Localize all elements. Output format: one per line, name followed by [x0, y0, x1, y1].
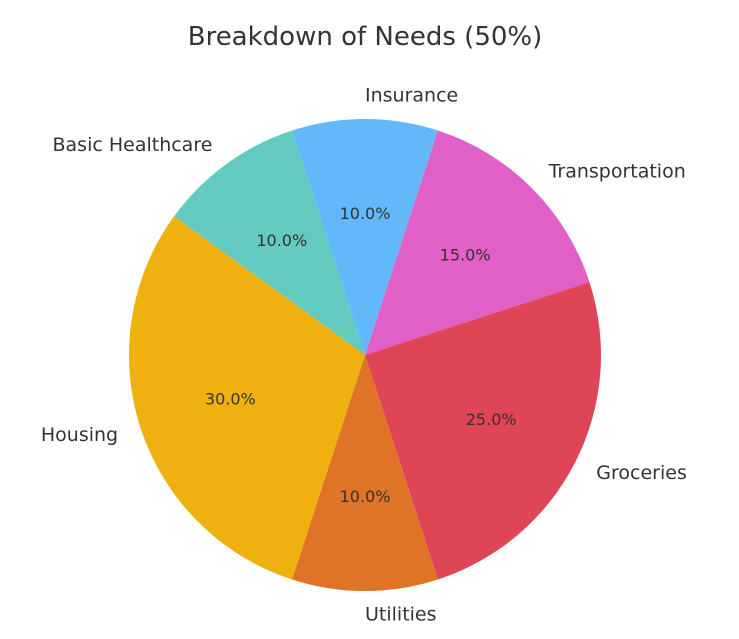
pie-percent-label: 10.0% — [256, 231, 307, 250]
chart-title: Breakdown of Needs (50%) — [187, 22, 543, 52]
pie-slices — [128, 119, 601, 592]
pie-percent-label: 10.0% — [340, 204, 391, 223]
pie-percent-label: 15.0% — [440, 245, 491, 264]
pie-slice-housing — [128, 216, 365, 580]
pie-percent-label: 25.0% — [466, 410, 517, 429]
pie-category-label: Basic Healthcare — [53, 134, 213, 156]
pie-category-label: Utilities — [365, 604, 437, 626]
pie-slice-insurance — [292, 119, 438, 355]
pie-slice-transportation — [365, 130, 590, 355]
pie-labels: 10.0% Insurance 15.0% Transportation 25.0% Gr… — [41, 84, 687, 625]
pie-category-label: Insurance — [365, 84, 458, 106]
pie-percent-label: 30.0% — [205, 389, 256, 408]
pie-category-label: Housing — [41, 424, 118, 446]
pie-category-label: Transportation — [548, 160, 686, 182]
pie-slice-groceries — [365, 282, 601, 580]
pie-percent-label: 10.0% — [340, 487, 391, 506]
pie-slice-basic-healthcare — [174, 130, 365, 355]
pie-category-label: Groceries — [596, 462, 687, 484]
pie-slice-utilities — [292, 355, 438, 592]
